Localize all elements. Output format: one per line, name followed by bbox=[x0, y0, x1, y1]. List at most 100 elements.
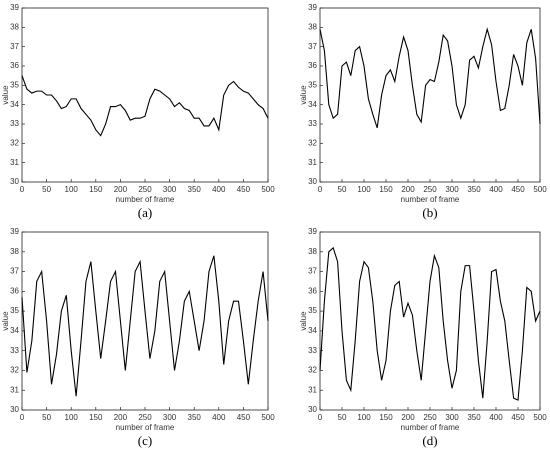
x-tick-label: 100 bbox=[65, 185, 79, 194]
panel: 30 31 32 33 34 35 36 37 38 39 0 50 100 150 200 250 300 35… bbox=[299, 227, 547, 448]
y-tick-label: 34 bbox=[10, 100, 19, 109]
x-tick-label: 350 bbox=[188, 185, 202, 194]
x-tick-label: 150 bbox=[379, 185, 393, 194]
y-tick-label: 33 bbox=[10, 119, 19, 128]
y-tick-label: 30 bbox=[308, 177, 317, 186]
x-tick-label: 200 bbox=[114, 185, 128, 194]
panel: 30 31 32 33 34 35 36 37 38 39 0 50 100 150 200 250 300 35… bbox=[299, 3, 547, 220]
plot-frame bbox=[21, 231, 269, 411]
y-tick-label: 35 bbox=[308, 306, 317, 315]
x-tick-label: 200 bbox=[114, 413, 128, 422]
x-tick-label: 500 bbox=[261, 413, 275, 422]
x-axis-label: number of frame bbox=[401, 195, 460, 204]
y-tick-label: 31 bbox=[308, 385, 317, 394]
x-tick-label: 100 bbox=[65, 413, 79, 422]
y-tick-label: 32 bbox=[10, 138, 19, 147]
data-line bbox=[319, 246, 541, 401]
panel: 30 31 32 33 34 35 36 37 38 39 0 50 100 150 200 250 300 35… bbox=[1, 3, 275, 220]
plot-frame bbox=[319, 231, 541, 411]
y-tick-label: 36 bbox=[308, 286, 317, 295]
y-tick-label: 38 bbox=[308, 22, 317, 31]
y-tick-label: 31 bbox=[308, 158, 317, 167]
y-tick-label: 39 bbox=[10, 3, 19, 12]
x-tick-label: 0 bbox=[20, 413, 25, 422]
x-tick-label: 400 bbox=[489, 185, 503, 194]
y-tick-label: 34 bbox=[10, 326, 19, 335]
x-tick-label: 450 bbox=[237, 185, 251, 194]
y-axis-label: value bbox=[299, 311, 308, 331]
x-tick-label: 100 bbox=[357, 413, 371, 422]
y-tick-label: 33 bbox=[308, 346, 317, 355]
y-tick-label: 35 bbox=[10, 306, 19, 315]
x-axis-label: number of frame bbox=[116, 423, 175, 432]
y-tick-label: 32 bbox=[10, 366, 19, 375]
x-tick-label: 0 bbox=[318, 413, 323, 422]
y-tick-label: 39 bbox=[10, 227, 19, 236]
x-tick-label: 300 bbox=[445, 413, 459, 422]
x-tick-label: 500 bbox=[533, 185, 547, 194]
x-tick-label: 50 bbox=[42, 185, 51, 194]
x-tick-label: 400 bbox=[212, 185, 226, 194]
x-tick-label: 400 bbox=[489, 413, 503, 422]
x-tick-label: 250 bbox=[138, 413, 152, 422]
y-tick-label: 31 bbox=[10, 158, 19, 167]
x-tick-label: 300 bbox=[163, 185, 177, 194]
y-tick-label: 38 bbox=[308, 247, 317, 256]
y-tick-label: 38 bbox=[10, 247, 19, 256]
x-axis-label: number of frame bbox=[401, 423, 460, 432]
y-tick-label: 32 bbox=[308, 366, 317, 375]
y-tick-label: 30 bbox=[10, 177, 19, 186]
y-tick-label: 30 bbox=[10, 405, 19, 414]
x-tick-label: 250 bbox=[423, 185, 437, 194]
x-tick-label: 300 bbox=[163, 413, 177, 422]
y-tick-label: 39 bbox=[308, 227, 317, 236]
panel-caption: (a) bbox=[138, 205, 152, 220]
x-tick-label: 0 bbox=[318, 185, 323, 194]
x-tick-label: 250 bbox=[138, 185, 152, 194]
y-axis-label: value bbox=[1, 85, 10, 105]
x-tick-label: 200 bbox=[401, 185, 415, 194]
y-tick-label: 37 bbox=[308, 42, 317, 51]
x-tick-label: 500 bbox=[533, 413, 547, 422]
y-axis-label: value bbox=[299, 85, 308, 105]
x-tick-label: 50 bbox=[338, 185, 347, 194]
x-tick-label: 450 bbox=[237, 413, 251, 422]
plot-frame bbox=[319, 7, 541, 183]
y-tick-label: 33 bbox=[10, 346, 19, 355]
x-tick-label: 50 bbox=[42, 413, 51, 422]
x-tick-label: 400 bbox=[212, 413, 226, 422]
x-tick-label: 250 bbox=[423, 413, 437, 422]
x-tick-label: 500 bbox=[261, 185, 275, 194]
data-line bbox=[319, 27, 541, 129]
x-tick-label: 350 bbox=[467, 185, 481, 194]
x-tick-label: 150 bbox=[89, 185, 103, 194]
x-tick-label: 0 bbox=[20, 185, 25, 194]
y-tick-label: 34 bbox=[308, 326, 317, 335]
y-tick-label: 34 bbox=[308, 100, 317, 109]
panel-caption: (b) bbox=[422, 205, 437, 220]
y-tick-label: 37 bbox=[10, 267, 19, 276]
x-tick-label: 100 bbox=[357, 185, 371, 194]
x-tick-label: 150 bbox=[379, 413, 393, 422]
x-tick-label: 200 bbox=[401, 413, 415, 422]
y-tick-label: 31 bbox=[10, 385, 19, 394]
y-tick-label: 36 bbox=[308, 61, 317, 70]
x-tick-label: 150 bbox=[89, 413, 103, 422]
x-tick-label: 450 bbox=[511, 185, 525, 194]
y-tick-label: 35 bbox=[10, 80, 19, 89]
y-tick-label: 39 bbox=[308, 3, 317, 12]
y-tick-label: 30 bbox=[308, 405, 317, 414]
y-tick-label: 35 bbox=[308, 80, 317, 89]
y-axis-label: value bbox=[1, 311, 10, 331]
x-tick-label: 300 bbox=[445, 185, 459, 194]
y-tick-label: 36 bbox=[10, 61, 19, 70]
data-line bbox=[21, 255, 269, 397]
y-tick-label: 37 bbox=[10, 42, 19, 51]
x-tick-label: 350 bbox=[467, 413, 481, 422]
x-axis-label: number of frame bbox=[116, 195, 175, 204]
data-line bbox=[21, 75, 269, 137]
x-tick-label: 350 bbox=[188, 413, 202, 422]
y-tick-label: 37 bbox=[308, 267, 317, 276]
panel-caption: (c) bbox=[138, 433, 152, 448]
